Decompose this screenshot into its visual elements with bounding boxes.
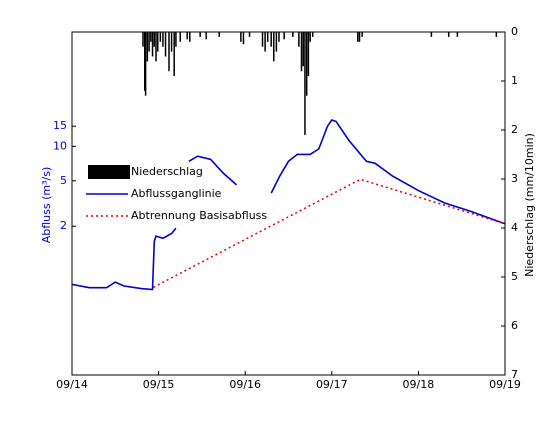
precip-bar [186,32,188,40]
y2-axis-label: Niederschlag (mm/10min) [523,133,536,277]
precip-bar [199,32,201,37]
legend-label: Abtrennung Basisabfluss [131,209,267,222]
precip-bar [248,32,251,37]
precip-bar [304,32,306,135]
y2-tick-label: 6 [511,319,518,332]
precip-bar [495,32,498,37]
precip-bar [156,32,159,52]
precip-bar [273,32,275,62]
y2-tick-label: 3 [511,172,518,185]
y-tick-label: 2 [60,219,67,232]
precip-bar [179,32,181,42]
precip-bar [309,32,311,42]
precip-bar [266,32,269,42]
x-tick-label: 09/17 [316,378,348,391]
y2-tick-label: 0 [511,25,518,38]
precip-bar [142,32,144,47]
y2-tick-label: 2 [511,123,518,136]
precip-bar [151,32,154,57]
precip-bar [162,32,164,47]
x-tick-label: 09/16 [229,378,261,391]
precip-bar [205,32,207,40]
y-tick-label: 10 [53,139,67,152]
precip-bar [264,32,266,52]
precip-bar [456,32,459,37]
precip-bar [311,32,314,37]
precip-bar [189,32,191,42]
precip-bar [146,32,149,62]
y2-tick-label: 7 [511,368,518,381]
precip-bar [164,32,167,57]
y2-tick-label: 1 [511,74,518,87]
precip-bar [358,32,361,42]
precip-bar [292,32,294,37]
precip-bar [168,32,170,72]
discharge-line [71,119,506,291]
legend-label: Abflussganglinie [131,187,222,200]
precip-bar [307,32,310,77]
precip-bar [173,32,175,77]
y2-tick-label: 5 [511,270,518,283]
y2-tick-label: 4 [511,221,518,234]
precip-bar [218,32,220,37]
x-tick-label: 09/19 [489,378,521,391]
precip-bar [148,32,150,52]
precip-bar [242,32,245,45]
precip-bar [298,32,300,47]
precip-bar [170,32,173,52]
y-tick-label: 5 [60,174,67,187]
precip-bar [159,32,162,42]
plot-frame [71,31,506,376]
precip-bar [275,32,278,52]
precip-bar [144,32,147,96]
y-axis-label: Abfluss (m³/s) [40,167,53,244]
precip-bar [150,32,152,42]
precip-bar [153,32,156,47]
precip-bar [430,32,433,37]
y-tick-label: 15 [53,119,67,132]
precip-bar [357,32,359,42]
precip-bar [447,32,450,37]
precip-bar [302,32,304,67]
x-tick-label: 09/15 [143,378,175,391]
legend-swatch [88,165,130,179]
precip-bar [361,32,363,37]
precip-bar [278,32,280,42]
precip-bar [270,32,272,47]
x-tick-label: 09/14 [56,378,88,391]
precip-bar [155,32,157,62]
precip-bar [261,32,264,47]
precip-bar [143,32,146,91]
precip-bar [300,32,303,72]
precip-bar [240,32,242,42]
precip-bar [283,32,285,40]
x-tick-label: 09/18 [403,378,435,391]
precip-bar [175,32,177,47]
precip-bar [305,32,308,96]
legend-label: Niederschlag [131,165,203,178]
